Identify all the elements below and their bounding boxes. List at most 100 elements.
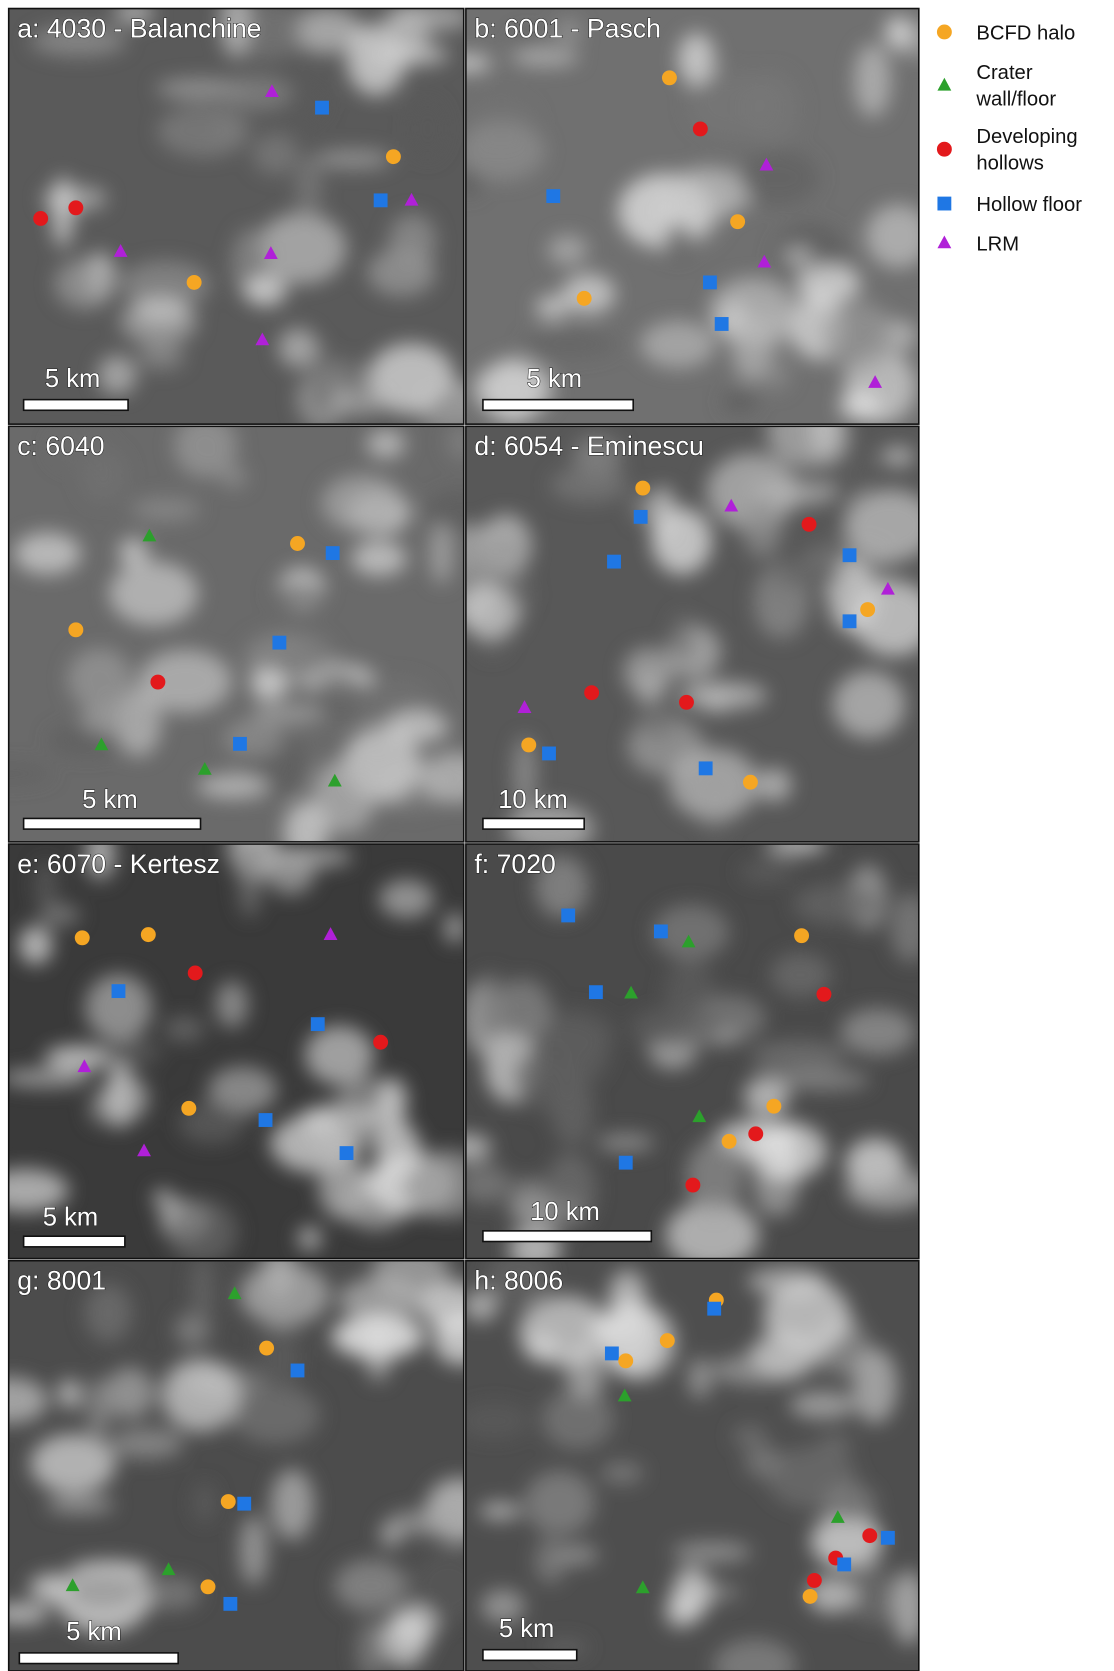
legend-label: Craterwall/floor	[975, 62, 1056, 111]
scale-bar	[483, 400, 633, 411]
texture-blob	[672, 1542, 752, 1563]
marker	[937, 78, 951, 91]
texture-blob	[880, 447, 915, 466]
marker	[660, 1333, 675, 1348]
panel: d: 6054 - Eminescu10 km	[430, 397, 937, 855]
legend: BCFD haloCraterwall/floorDevelopinghollo…	[937, 22, 1082, 255]
texture-blob	[430, 523, 453, 584]
marker	[807, 1573, 822, 1588]
texture-blob	[382, 1612, 428, 1668]
marker	[715, 317, 729, 331]
texture-blob	[19, 926, 53, 965]
texture-blob	[854, 44, 891, 118]
texture-blob	[623, 647, 675, 697]
texture-blob	[790, 1391, 856, 1419]
texture-blob	[305, 1026, 374, 1085]
texture-blob	[379, 880, 434, 919]
panel: g: 80015 km	[0, 1231, 491, 1671]
texture-blob	[224, 718, 284, 758]
marker	[654, 924, 668, 938]
marker	[707, 1302, 721, 1316]
panel: h: 8006 5 km	[458, 1249, 926, 1671]
texture-blob	[58, 1379, 81, 1408]
texture-blob	[784, 247, 813, 267]
marker	[860, 602, 875, 617]
legend-label: Developinghollows	[976, 126, 1077, 175]
texture-blob	[386, 1510, 470, 1536]
texture-blob	[215, 981, 248, 1028]
panel-label: h: 8006	[474, 1265, 563, 1295]
texture-blob	[635, 696, 677, 739]
panel-label: a: 4030 - Balanchine	[17, 13, 261, 43]
texture-blob	[270, 583, 325, 606]
scale-bar	[24, 818, 201, 829]
texture-blob	[238, 854, 261, 917]
scale-label: 10 km	[530, 1198, 600, 1226]
texture-blob	[327, 1102, 368, 1124]
panel-label: g: 8001	[17, 1265, 106, 1295]
texture-blob	[260, 1320, 300, 1392]
marker	[607, 555, 621, 569]
texture-blob	[194, 1483, 215, 1524]
marker	[259, 1341, 274, 1356]
panel: a: 4030 - Balanchine5 km	[9, 0, 500, 456]
marker	[223, 1597, 237, 1611]
texture-blob	[822, 1484, 876, 1525]
scale-label: 5 km	[82, 786, 137, 814]
texture-blob	[109, 561, 198, 626]
marker	[373, 1035, 388, 1050]
texture-blob	[46, 1496, 115, 1514]
texture-blob	[86, 1377, 111, 1438]
texture-blob	[315, 150, 392, 169]
scale-bar	[24, 400, 128, 411]
texture-blob	[267, 849, 315, 894]
texture-blob	[732, 1424, 768, 1448]
texture-blob	[250, 669, 286, 700]
marker	[237, 1497, 251, 1511]
marker	[703, 275, 717, 289]
marker	[605, 1346, 619, 1360]
marker	[181, 1101, 196, 1116]
marker	[561, 908, 575, 922]
panel: f: 7020 10 km	[440, 834, 932, 1272]
texture-blob	[67, 648, 131, 710]
scale-label: 5 km	[43, 1204, 98, 1232]
texture-blob	[375, 1121, 421, 1179]
marker	[112, 984, 126, 998]
texture-blob	[239, 1515, 267, 1585]
texture-blob	[844, 489, 937, 561]
texture-blob	[671, 613, 693, 662]
marker	[68, 200, 83, 215]
texture-blob	[536, 295, 569, 320]
scale-label: 5 km	[499, 1615, 554, 1643]
panel-label: f: 7020	[474, 849, 555, 879]
panel: c: 6040 5 km	[0, 414, 495, 863]
marker	[542, 747, 556, 761]
scale-label: 10 km	[498, 786, 568, 814]
texture-blob	[271, 1469, 314, 1540]
texture-blob	[331, 1315, 424, 1358]
texture-blob	[751, 1040, 846, 1072]
marker	[743, 775, 758, 790]
texture-blob	[650, 487, 676, 542]
texture-blob	[41, 905, 80, 925]
marker	[150, 675, 165, 690]
texture-blob	[630, 1007, 724, 1050]
texture-blob	[757, 768, 792, 802]
scale-bar	[24, 1236, 125, 1247]
texture-blob	[600, 1462, 643, 1484]
marker	[187, 275, 202, 290]
texture-blob	[688, 1358, 712, 1399]
texture-blob	[686, 1139, 744, 1214]
legend-label: LRM	[976, 233, 1019, 255]
texture-blob	[268, 653, 322, 671]
texture-blob	[853, 1348, 898, 1423]
marker	[272, 636, 286, 650]
panel-label: c: 6040	[17, 431, 104, 461]
texture-blob	[820, 302, 896, 373]
texture-blob	[252, 704, 324, 724]
panel-label: e: 6070 - Kertesz	[17, 849, 220, 879]
marker	[730, 214, 745, 229]
marker	[521, 737, 536, 752]
